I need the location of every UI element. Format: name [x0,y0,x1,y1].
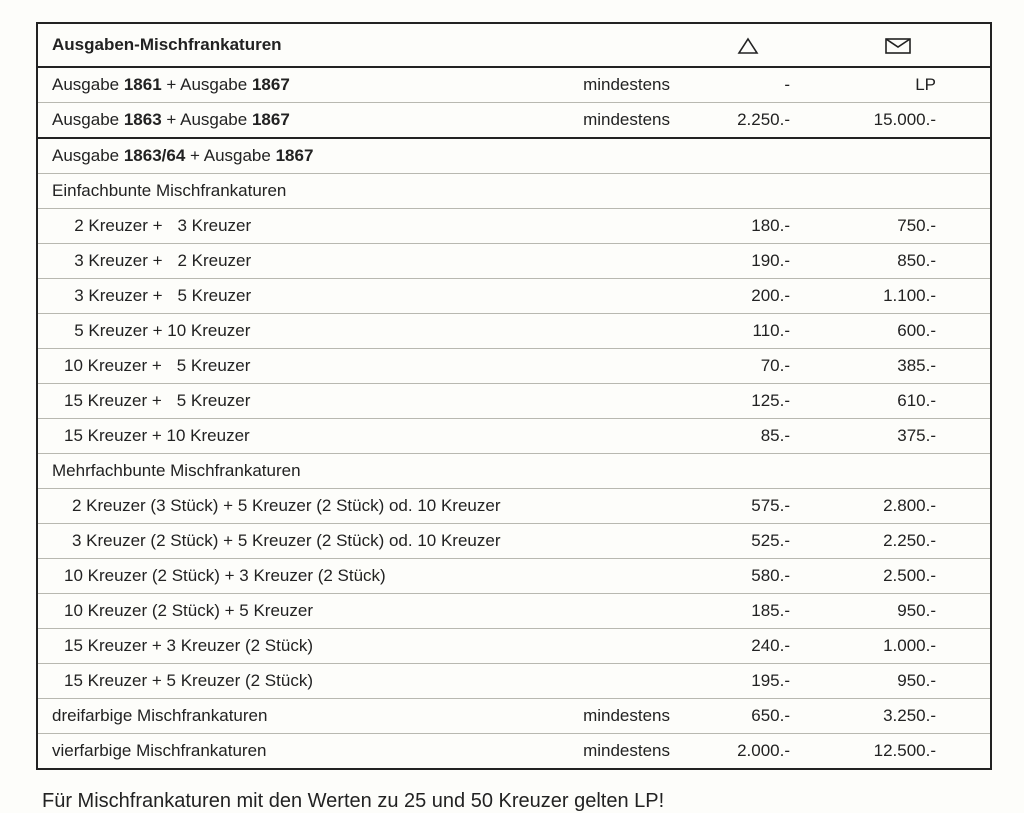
envelope-icon [884,37,912,55]
table-row: 3 Kreuzer + 5 Kreuzer 200.-1.100.- [38,279,990,314]
desc-cell: vierfarbige Mischfrankaturen [38,741,558,761]
sub2-heading: Mehrfachbunte Mischfrankaturen [38,461,558,481]
section2-heading-row: Ausgabe 1863/64 + Ausgabe 1867 [38,139,990,174]
table-row: Ausgabe 1863 + Ausgabe 1867mindestens2.2… [38,103,990,139]
price-triangle: 525.- [678,531,818,551]
year: 1863/64 [124,146,185,165]
desc-cell: 3 Kreuzer + 5 Kreuzer [38,286,558,306]
desc-cell: 15 Kreuzer + 5 Kreuzer [38,391,558,411]
desc-cell: 15 Kreuzer + 5 Kreuzer (2 Stück) [38,671,558,691]
text: Ausgabe [52,146,124,165]
price-triangle: 580.- [678,566,818,586]
table-row: 3 Kreuzer + 2 Kreuzer 190.-850.- [38,244,990,279]
table-row: 2 Kreuzer (3 Stück) + 5 Kreuzer (2 Stück… [38,489,990,524]
desc-cell: 3 Kreuzer + 2 Kreuzer [38,251,558,271]
desc-cell: 2 Kreuzer + 3 Kreuzer [38,216,558,236]
price-triangle: 110.- [678,321,818,341]
table-row: 15 Kreuzer + 5 Kreuzer (2 Stück) 195.-950… [38,664,990,699]
price-envelope: 2.500.- [818,566,978,586]
price-triangle: 180.- [678,216,818,236]
year: 1867 [276,146,314,165]
note-cell: mindestens [558,741,678,761]
price-envelope: 850.- [818,251,978,271]
footer-note: Für Mischfrankaturen mit den Werten zu 2… [36,790,988,813]
price-envelope: 1.000.- [818,636,978,656]
price-envelope: 750.- [818,216,978,236]
table-row: 3 Kreuzer (2 Stück) + 5 Kreuzer (2 Stück… [38,524,990,559]
price-triangle: 185.- [678,601,818,621]
note-cell: mindestens [558,110,678,130]
price-envelope: 610.- [818,391,978,411]
desc-cell: 10 Kreuzer + 5 Kreuzer [38,356,558,376]
price-triangle: 70.- [678,356,818,376]
price-triangle: 195.- [678,671,818,691]
table-row: Ausgabe 1861 + Ausgabe 1867mindestens-LP [38,68,990,103]
header-col-triangle [678,35,818,55]
desc-cell: 10 Kreuzer (2 Stück) + 5 Kreuzer [38,601,558,621]
desc-cell: dreifarbige Mischfrankaturen [38,706,558,726]
desc-cell: 15 Kreuzer + 10 Kreuzer [38,426,558,446]
table-row: 2 Kreuzer + 3 Kreuzer 180.-750.- [38,209,990,244]
table-row: 15 Kreuzer + 3 Kreuzer (2 Stück) 240.-1.0… [38,629,990,664]
header-col-envelope [818,35,978,55]
price-envelope: 2.800.- [818,496,978,516]
table-row: 15 Kreuzer + 5 Kreuzer 125.-610.- [38,384,990,419]
price-triangle: 2.000.- [678,741,818,761]
table-row: 10 Kreuzer (2 Stück) + 5 Kreuzer 185.-950… [38,594,990,629]
note-cell: mindestens [558,706,678,726]
desc-cell: 10 Kreuzer (2 Stück) + 3 Kreuzer (2 Stüc… [38,566,558,586]
price-envelope: 15.000.- [818,110,978,130]
table-row: dreifarbige Mischfrankaturenmindestens65… [38,699,990,734]
table-row: 10 Kreuzer (2 Stück) + 3 Kreuzer (2 Stüc… [38,559,990,594]
price-triangle: 85.- [678,426,818,446]
desc-cell: 2 Kreuzer (3 Stück) + 5 Kreuzer (2 Stück… [38,496,558,516]
price-triangle: - [678,75,818,95]
price-envelope: 950.- [818,601,978,621]
price-table: Ausgaben-Mischfrankaturen Ausgabe 1861 +… [36,22,992,770]
price-triangle: 200.- [678,286,818,306]
sub2-heading-row: Mehrfachbunte Mischfrankaturen [38,454,990,489]
note-cell: mindestens [558,75,678,95]
price-triangle: 125.- [678,391,818,411]
desc-cell: Ausgabe 1863 + Ausgabe 1867 [38,110,558,130]
text: + Ausgabe [185,146,275,165]
price-envelope: 600.- [818,321,978,341]
price-envelope: 375.- [818,426,978,446]
desc-cell: Ausgabe 1861 + Ausgabe 1867 [38,75,558,95]
price-triangle: 2.250.- [678,110,818,130]
price-envelope: 12.500.- [818,741,978,761]
sub1-heading: Einfachbunte Mischfrankaturen [38,181,558,201]
price-envelope: 385.- [818,356,978,376]
table-row: 5 Kreuzer + 10 Kreuzer 110.-600.- [38,314,990,349]
triangle-icon [737,37,759,55]
desc-cell: 5 Kreuzer + 10 Kreuzer [38,321,558,341]
price-envelope: 950.- [818,671,978,691]
header-title: Ausgaben-Mischfrankaturen [38,35,558,55]
sub1-heading-row: Einfachbunte Mischfrankaturen [38,174,990,209]
table-row: 10 Kreuzer + 5 Kreuzer 70.-385.- [38,349,990,384]
price-triangle: 575.- [678,496,818,516]
price-triangle: 650.- [678,706,818,726]
price-envelope: 3.250.- [818,706,978,726]
page: Ausgaben-Mischfrankaturen Ausgabe 1861 +… [0,0,1024,751]
table-header-row: Ausgaben-Mischfrankaturen [38,24,990,68]
table-row: vierfarbige Mischfrankaturenmindestens2.… [38,734,990,768]
price-triangle: 240.- [678,636,818,656]
section2-heading: Ausgabe 1863/64 + Ausgabe 1867 [38,146,558,166]
price-triangle: 190.- [678,251,818,271]
price-envelope: 1.100.- [818,286,978,306]
desc-cell: 3 Kreuzer (2 Stück) + 5 Kreuzer (2 Stück… [38,531,558,551]
table-row: 15 Kreuzer + 10 Kreuzer 85.-375.- [38,419,990,454]
price-envelope: 2.250.- [818,531,978,551]
price-envelope: LP [818,75,978,95]
desc-cell: 15 Kreuzer + 3 Kreuzer (2 Stück) [38,636,558,656]
